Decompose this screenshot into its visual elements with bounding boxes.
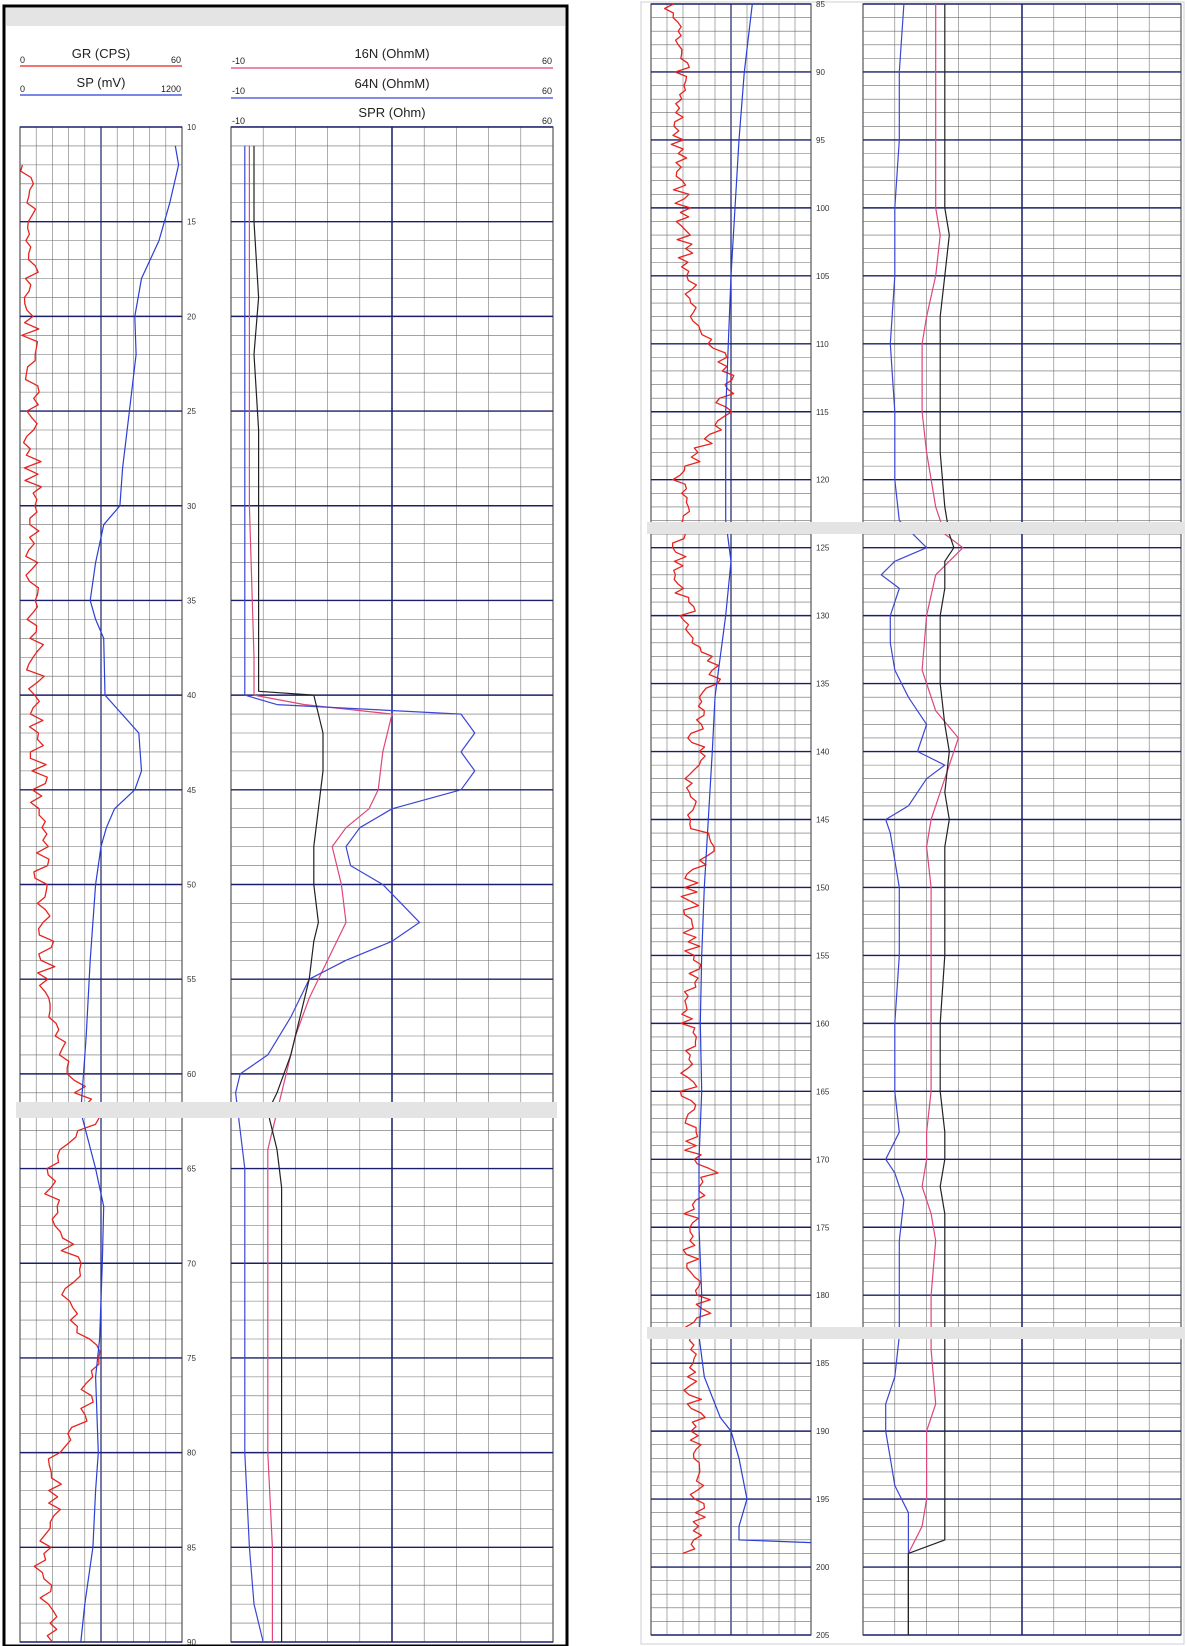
right-depth-label: 100 bbox=[816, 204, 830, 213]
left-gr-curve bbox=[20, 164, 101, 1643]
right-depth-label: 185 bbox=[816, 1359, 830, 1368]
sp-header-title: SP (mV) bbox=[77, 75, 126, 90]
left-n16-curve bbox=[248, 145, 393, 1642]
depth-label-layer: 10 15 20 25 30 35 40 45 50 55 60 65 70 75 80 85 90 85 90 95… bbox=[187, 0, 830, 1646]
gr-header-max: 60 bbox=[171, 55, 181, 65]
spr-header-max: 60 bbox=[542, 116, 552, 126]
right-depth-label: 180 bbox=[816, 1291, 830, 1300]
right-depth-label: 145 bbox=[816, 816, 830, 825]
right-depth-label: 130 bbox=[816, 612, 830, 621]
left-depth-label: 90 bbox=[187, 1638, 196, 1646]
left-depth-label: 75 bbox=[187, 1354, 196, 1363]
left-depth-label: 25 bbox=[187, 407, 196, 416]
grid-layer bbox=[19, 3, 1182, 1643]
left-depth-label: 35 bbox=[187, 596, 196, 605]
left-n64-curve bbox=[235, 145, 476, 1643]
left-depth-label: 80 bbox=[187, 1449, 196, 1458]
left-depth-label: 55 bbox=[187, 975, 196, 984]
left-sp-curve bbox=[80, 145, 180, 1643]
right-depth-label: 150 bbox=[816, 884, 830, 893]
spr-header-min: -10 bbox=[232, 116, 245, 126]
left-depth-label: 65 bbox=[187, 1165, 196, 1174]
right-n64-curve bbox=[880, 3, 946, 1635]
right-spr-curve bbox=[907, 4, 955, 1635]
n16-header-min: -10 bbox=[232, 56, 245, 66]
left-depth-label: 60 bbox=[187, 1070, 196, 1079]
right-section-gap bbox=[647, 522, 1185, 534]
n64-header-max: 60 bbox=[542, 86, 552, 96]
right-depth-label: 170 bbox=[816, 1155, 830, 1164]
gr-header-title: GR (CPS) bbox=[72, 46, 131, 61]
left-depth-label: 85 bbox=[187, 1543, 196, 1552]
right-depth-label: 95 bbox=[816, 136, 825, 145]
right-depth-label: 110 bbox=[816, 340, 829, 349]
right-depth-label: 140 bbox=[816, 748, 830, 757]
sp-header-max: 1200 bbox=[161, 84, 181, 94]
section-gap-layer bbox=[16, 522, 1185, 1339]
right-gr-curve bbox=[663, 3, 735, 1555]
curve-layer bbox=[20, 3, 964, 1643]
right-depth-label: 135 bbox=[816, 680, 830, 689]
right-depth-label: 90 bbox=[816, 68, 825, 77]
right-n16-curve bbox=[907, 4, 964, 1635]
n64-header-title: 64N (OhmM) bbox=[354, 76, 429, 91]
right-depth-label: 155 bbox=[816, 951, 830, 960]
left-depth-label: 30 bbox=[187, 502, 196, 511]
right-depth-label: 160 bbox=[816, 1019, 830, 1028]
right-depth-label: 125 bbox=[816, 544, 830, 553]
n16-header-title: 16N (OhmM) bbox=[354, 46, 429, 61]
right-depth-label: 175 bbox=[816, 1223, 830, 1232]
sp-header-min: 0 bbox=[20, 84, 25, 94]
left-depth-label: 50 bbox=[187, 881, 196, 890]
gr-header-min: 0 bbox=[20, 55, 25, 65]
right-depth-label: 195 bbox=[816, 1495, 830, 1504]
left-depth-label: 10 bbox=[187, 123, 196, 132]
n16-header-max: 60 bbox=[542, 56, 552, 66]
left-depth-label: 45 bbox=[187, 786, 196, 795]
right-depth-label: 115 bbox=[816, 408, 829, 417]
left-depth-label: 15 bbox=[187, 218, 196, 227]
right-depth-label: 120 bbox=[816, 476, 830, 485]
spr-header-title: SPR (Ohm) bbox=[358, 105, 425, 120]
right-depth-label: 105 bbox=[816, 272, 830, 281]
right-depth-label: 205 bbox=[816, 1631, 830, 1640]
right-section-gap bbox=[647, 1327, 1185, 1339]
left-log-top-strip bbox=[6, 8, 565, 26]
right-depth-label: 200 bbox=[816, 1563, 830, 1572]
n64-header-min: -10 bbox=[232, 86, 245, 96]
right-depth-label: 165 bbox=[816, 1087, 830, 1096]
right-depth-label: 85 bbox=[816, 0, 825, 9]
left-depth-label: 40 bbox=[187, 691, 196, 700]
left-section-gap bbox=[16, 1102, 557, 1118]
right-sp-curve bbox=[698, 3, 812, 1544]
left-depth-label: 20 bbox=[187, 312, 196, 321]
right-depth-label: 190 bbox=[816, 1427, 830, 1436]
left-spr-curve bbox=[253, 145, 324, 1642]
left-depth-label: 70 bbox=[187, 1259, 196, 1268]
